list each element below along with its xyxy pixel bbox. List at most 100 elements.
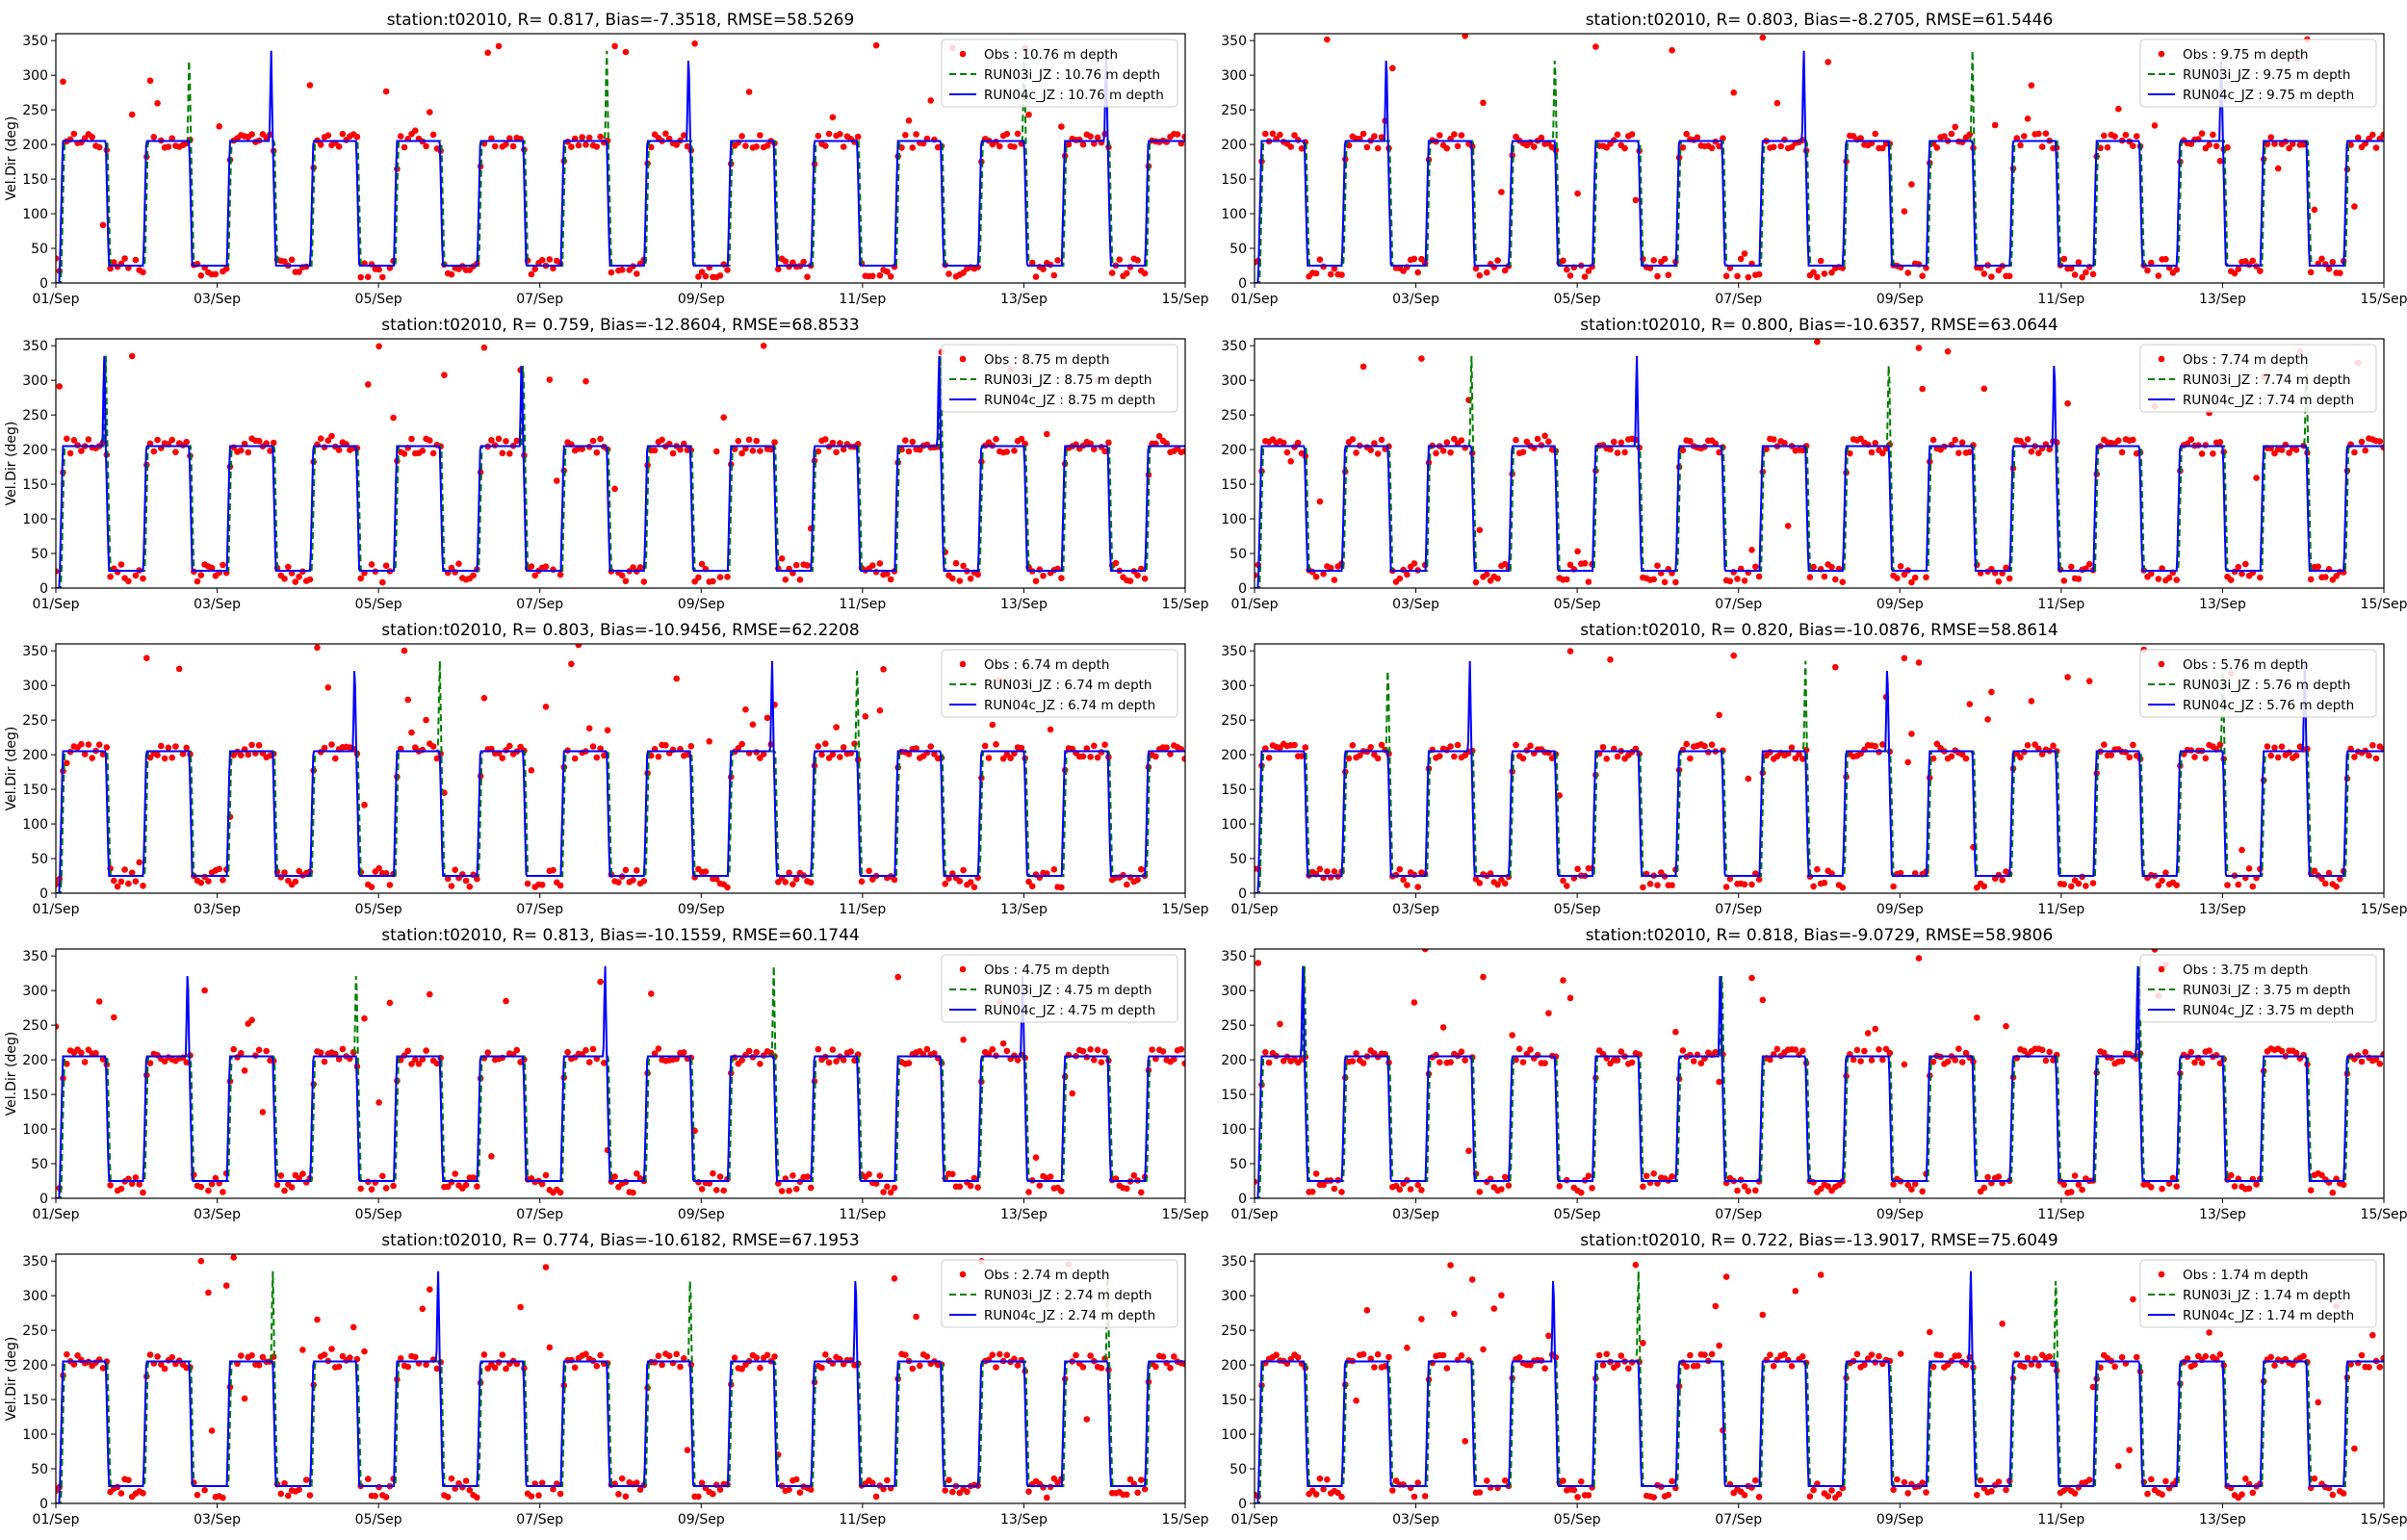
obs-point [1018,435,1025,443]
obs-point [1312,574,1320,580]
obs-point [1331,868,1338,875]
obs-point [829,751,837,758]
obs-point [2325,869,2333,877]
obs-point [1011,1355,1018,1363]
obs-point [1003,1047,1011,1055]
obs-point [1806,574,1814,580]
obs-point [314,1316,321,1323]
obs-point [1927,1328,1933,1336]
obs-point [197,1183,205,1191]
legend-box [941,954,1178,1023]
obs-point [2046,446,2053,453]
legend-entry: Obs : 3.75 m depth [2183,962,2308,978]
obs-point [1868,449,1876,456]
obs-point [2038,1046,2046,1054]
obs-point [2340,1490,2347,1497]
obs-point [829,114,837,121]
legend-entry: RUN03i_JZ : 1.74 m depth [2183,1288,2351,1303]
obs-point [491,142,499,150]
obs-point [840,143,847,150]
x-tick-label: 07/Sep [516,1512,563,1527]
obs-point [1472,578,1480,586]
run04-line [56,50,1185,283]
obs-point [150,134,158,141]
obs-point [1995,1478,2003,1485]
obs-point [2318,255,2325,263]
obs-point [2046,1048,2053,1056]
obs-point [1324,36,1331,43]
obs-point [2191,1361,2198,1369]
obs-point [579,446,585,452]
obs-point [248,131,255,138]
obs-point [1643,1172,1650,1179]
obs-point [884,1476,891,1484]
obs-point [1980,1184,1988,1192]
obs-point [2235,563,2242,571]
y-tick-label: 200 [1221,138,1247,153]
obs-point [480,1351,488,1358]
obs-point [2290,1361,2296,1369]
obs-point [357,273,365,281]
obs-point [702,272,710,280]
obs-point [85,436,92,443]
obs-point [267,448,273,454]
obs-point [1181,1360,1185,1368]
obs-point [655,1352,662,1359]
obs-point [390,1182,397,1190]
obs-point [2369,1331,2376,1339]
obs-point [1411,560,1418,567]
obs-point [281,258,288,266]
obs-point [255,1046,263,1054]
obs-point [1835,1491,1843,1498]
obs-point [1919,272,1926,280]
obs-point [427,990,433,998]
obs-point [2380,1354,2384,1362]
obs-point [2021,1047,2028,1054]
obs-point [1255,1178,1258,1186]
obs-series [56,343,1185,586]
x-tick-label: 11/Sep [839,292,886,307]
obs-point [1433,449,1439,457]
obs-point [2271,449,2278,457]
obs-point [593,754,601,761]
obs-point [517,1303,524,1311]
obs-point [542,704,550,710]
obs-point [248,1016,255,1024]
obs-point [1722,884,1730,890]
obs-point [503,1365,509,1373]
obs-point [1359,1060,1367,1066]
obs-point [2224,882,2231,888]
y-tick-label: 300 [22,373,48,389]
obs-point [390,414,397,422]
obs-point [1436,132,1443,139]
obs-point [837,131,843,138]
obs-point [1748,881,1755,888]
obs-point [593,1363,601,1370]
obs-point [1138,1189,1145,1196]
obs-point [459,1483,466,1491]
obs-point [2372,1056,2380,1063]
obs-point [909,438,917,446]
obs-point [2307,576,2315,583]
obs-point [1632,196,1640,204]
obs-point [1505,1182,1513,1189]
obs-point [1451,131,1458,138]
y-tick-label: 50 [1229,242,1247,257]
obs-point [902,1351,909,1358]
x-tick-label: 15/Sep [2361,1207,2407,1222]
y-tick-label: 300 [1221,1289,1247,1304]
obs-point [1091,446,1098,453]
obs-point [1509,1032,1515,1039]
obs-point [2118,1058,2126,1065]
x-tick-label: 11/Sep [2037,292,2084,307]
obs-point [1784,523,1792,529]
obs-point [1974,884,1980,891]
obs-point [1683,740,1690,748]
obs-point [2017,438,2024,445]
x-tick-label: 09/Sep [678,292,725,307]
obs-point [575,141,582,149]
obs-point [556,1490,564,1498]
obs-point [397,1355,404,1362]
y-tick-label: 0 [39,1497,48,1512]
